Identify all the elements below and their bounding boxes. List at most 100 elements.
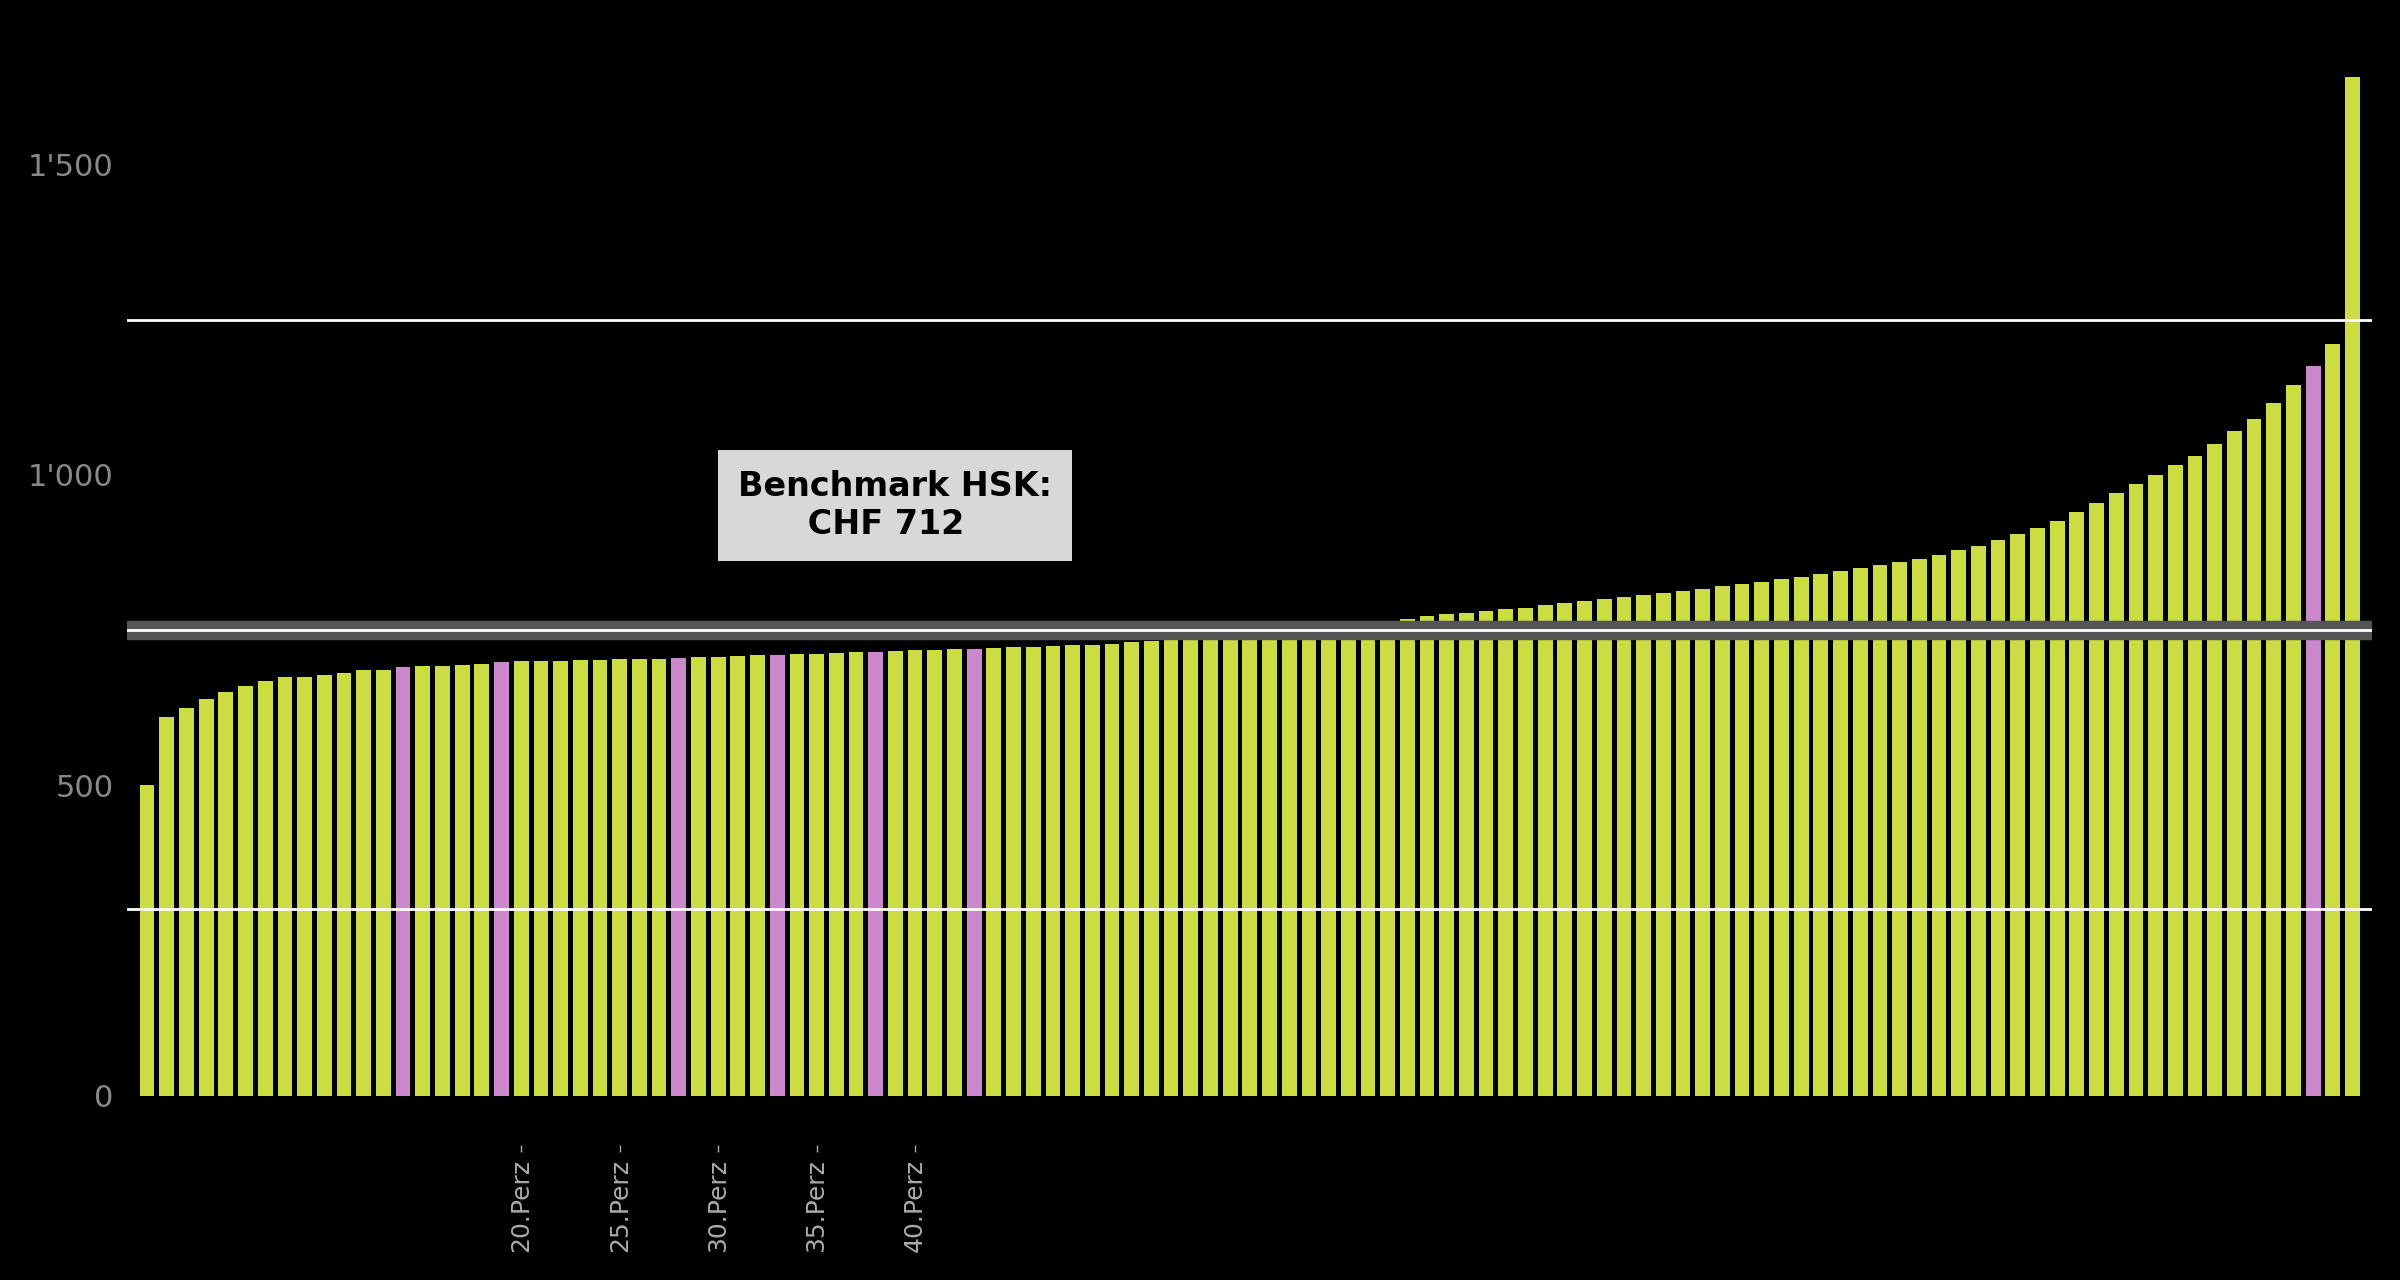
Bar [377,669,391,1096]
Bar [2208,444,2222,1096]
Bar [396,667,410,1096]
Bar [2345,78,2359,1096]
Bar [1361,622,1375,1096]
Bar [790,654,804,1096]
Bar [1577,602,1591,1096]
Bar [1637,595,1651,1096]
Bar [1656,593,1670,1096]
Bar [1006,648,1020,1096]
Bar [1085,645,1099,1096]
Bar [1913,558,1927,1096]
Bar [1459,613,1474,1096]
Bar [1519,608,1534,1096]
Bar [1025,646,1042,1096]
Bar [2167,466,2182,1096]
Bar [199,699,214,1096]
Bar [653,658,667,1096]
Bar [1834,571,1848,1096]
Bar [1716,586,1730,1096]
Bar [2326,344,2340,1096]
Bar [1183,637,1198,1096]
Bar [672,658,686,1096]
Bar [158,717,175,1096]
Bar [139,785,154,1096]
Bar [1675,591,1690,1096]
Bar [926,650,943,1096]
Bar [1164,639,1178,1096]
Bar [1046,646,1061,1096]
Bar [948,649,962,1096]
Bar [1853,568,1867,1096]
Bar [828,653,845,1096]
Bar [355,671,372,1096]
Bar [1970,545,1985,1096]
Bar [454,664,470,1096]
Bar [434,666,449,1096]
Bar [494,662,509,1096]
Bar [1301,628,1315,1096]
Bar [869,652,883,1096]
Bar [1891,562,1908,1096]
Bar [1262,631,1277,1096]
Bar [1380,621,1394,1096]
Bar [612,659,626,1096]
Bar [336,673,350,1096]
Bar [710,657,725,1096]
Bar [218,692,233,1096]
Bar [967,649,982,1096]
Bar [1478,612,1493,1096]
Bar [1558,603,1572,1096]
Bar [2148,475,2162,1096]
Bar [850,653,864,1096]
Bar [2069,512,2083,1096]
Bar [907,650,922,1096]
Text: Benchmark HSK:
      CHF 712: Benchmark HSK: CHF 712 [737,470,1051,541]
Bar [2266,403,2280,1096]
Bar [1282,630,1296,1096]
Bar [751,655,766,1096]
Bar [1735,584,1750,1096]
Bar [278,677,293,1096]
Bar [1774,579,1788,1096]
Bar [1951,550,1966,1096]
Bar [1814,573,1829,1096]
Bar [415,666,430,1096]
Bar [2050,521,2064,1096]
Bar [888,652,902,1096]
Bar [1793,576,1810,1096]
Bar [1066,645,1080,1096]
Bar [1399,618,1414,1096]
Bar [770,655,785,1096]
Bar [631,659,646,1096]
Bar [593,659,607,1096]
Bar [1222,635,1238,1096]
Bar [1872,564,1886,1096]
Bar [1754,581,1769,1096]
Bar [1498,609,1512,1096]
Bar [574,660,588,1096]
Bar [2306,366,2321,1096]
Bar [475,664,490,1096]
Bar [1538,605,1553,1096]
Bar [2287,385,2302,1096]
Bar [1618,596,1632,1096]
Bar [1421,616,1435,1096]
Bar [730,657,746,1096]
Bar [2246,419,2261,1096]
Bar [1104,644,1118,1096]
Bar [1932,556,1946,1096]
Bar [986,648,1001,1096]
Bar [2189,456,2203,1096]
Bar [554,660,569,1096]
Bar [1990,540,2006,1096]
Bar [514,660,528,1096]
Bar [1596,599,1613,1096]
Bar [298,677,312,1096]
Bar [238,686,252,1096]
Bar [2110,493,2124,1096]
Bar [1145,641,1159,1096]
Bar [1322,627,1337,1096]
Bar [1440,614,1454,1096]
Bar [257,681,274,1096]
Bar [2011,534,2026,1096]
